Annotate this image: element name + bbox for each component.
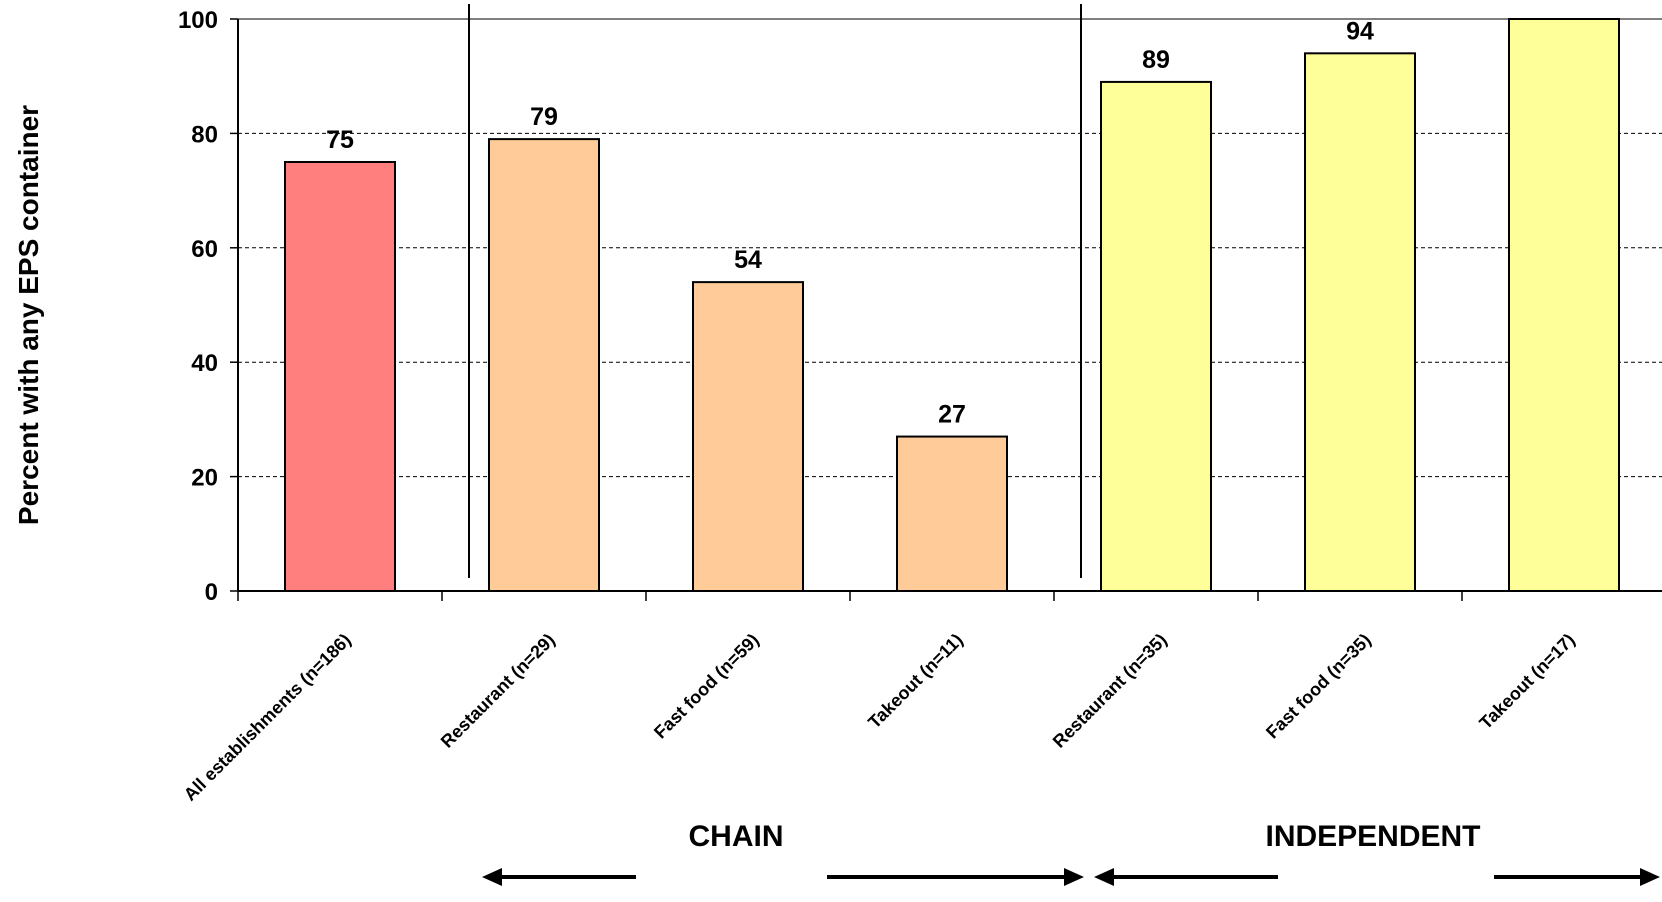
data-label: 75 [326,126,354,154]
category-label: Fast food (n=59) [650,630,763,743]
y-tick-label: 80 [191,121,218,148]
grid-lines [238,18,1662,478]
bar [692,281,804,592]
category-label: Restaurant (n=29) [437,630,559,752]
category-label: Takeout (n=11) [864,630,967,733]
axes: 0 20 40 60 80 100 All establishments (n=186) Re… [178,7,1662,805]
data-label: 27 [938,401,966,429]
category-label: All establishments (n=186) [180,630,355,805]
y-tick-label: 60 [191,236,218,263]
arrow-right-head [1640,868,1660,886]
data-label: 94 [1346,17,1374,45]
y-tick-label: 20 [191,465,218,492]
group-annotations: CHAIN INDEPENDENT [468,4,1660,886]
bars: 75 79 54 27 89 94 [284,17,1620,592]
bar [896,435,1008,592]
y-tick-label: 100 [178,7,218,34]
bar [1100,80,1212,592]
bar [1304,52,1416,592]
group-label: INDEPENDENT [1265,820,1480,853]
y-tick-label: 0 [205,579,218,606]
bar [488,138,600,592]
category-label: Restaurant (n=35) [1049,630,1171,752]
y-axis-title: Percent with any EPS container [13,105,44,525]
bar [1508,18,1620,592]
y-tick-label: 40 [191,350,218,377]
group-label: CHAIN [689,820,784,853]
arrow-left-head [482,868,502,886]
bar [284,161,396,592]
category-label: Fast food (n=35) [1262,630,1375,743]
data-label: 79 [530,103,558,131]
arrow-left-head [1094,868,1114,886]
data-label: 89 [1142,46,1170,74]
category-label: Takeout (n=17) [1475,630,1578,733]
arrow-right-head [1064,868,1084,886]
data-label: 54 [734,246,762,274]
